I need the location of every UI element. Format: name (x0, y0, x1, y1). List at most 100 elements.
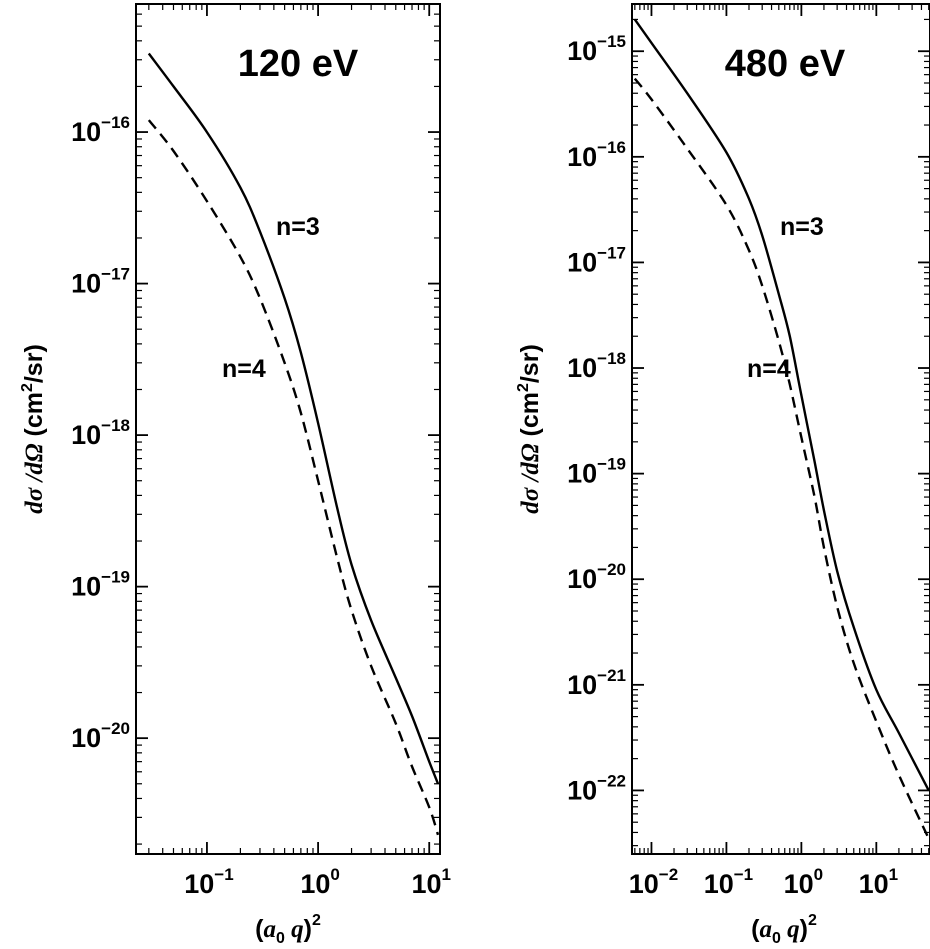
y-axis-label-unit-close: /sr) (20, 344, 48, 383)
y-tick-label-exp: −18 (101, 416, 130, 435)
x-axis-label-prefix: ( (751, 915, 760, 943)
panel-120ev: dσ /dΩ (cm2/sr) 10−1610−1710−1810−1910−2… (19, 3, 451, 947)
y-tick-label-base: 10 (71, 572, 101, 602)
y-tick-label: 10−19 (567, 455, 626, 489)
x-tick-label-base: 10 (704, 869, 734, 899)
y-tick-label: 10−19 (71, 568, 130, 602)
panel-title: 120 eV (238, 43, 359, 85)
series-n3-line (633, 18, 930, 791)
x-axis-label-var1: a (759, 916, 772, 943)
x-tick-label: 100 (300, 865, 340, 899)
y-tick-label: 10−16 (567, 138, 626, 172)
y-tick-label: 10−16 (71, 113, 130, 147)
x-tick-label-base: 10 (629, 869, 659, 899)
annotation-n4: n=4 (747, 355, 791, 383)
x-tick-label-exp: −1 (734, 865, 753, 884)
x-tick-label-base: 10 (859, 869, 889, 899)
y-axis-label-var: dσ /dΩ (517, 443, 544, 514)
x-tick-label-base: 10 (184, 869, 214, 899)
plot-area (147, 52, 440, 836)
y-axis-label: dσ /dΩ (cm2/sr) (515, 344, 544, 514)
y-tick-label-base: 10 (567, 459, 597, 489)
y-tick-label: 10−18 (71, 416, 130, 450)
y-tick-label-base: 10 (71, 117, 101, 147)
y-tick-label-exp: −19 (597, 455, 626, 474)
y-tick-label-exp: −18 (597, 349, 626, 368)
x-tick-label-base: 10 (784, 869, 814, 899)
panel-480ev: dσ /dΩ (cm2/sr) 10−1510−1610−1710−1810−1… (515, 3, 930, 947)
y-tick-label: 10−22 (567, 771, 626, 805)
y-axis-label-unit-close: /sr) (516, 344, 544, 383)
y-axis-label-unit-sup: 2 (19, 383, 36, 392)
series-n4-line (633, 77, 930, 840)
x-tick-label: 101 (411, 865, 451, 899)
y-tick-label-exp: −16 (597, 138, 626, 157)
y-tick-label-base: 10 (71, 420, 101, 450)
series-n3-line (147, 52, 440, 785)
x-ticks: 10−2 10−1 100 101 (629, 4, 930, 899)
x-axis-label-suffix: ) (800, 915, 808, 943)
x-tick-label: 10−2 (629, 865, 678, 899)
y-tick-label: 10−17 (71, 265, 130, 299)
x-axis-label-sub: 0 (276, 930, 285, 947)
y-axis-label: dσ /dΩ (cm2/sr) (19, 344, 48, 514)
x-axis-label-sup: 2 (808, 912, 817, 929)
y-tick-label-base: 10 (567, 564, 597, 594)
y-tick-label-base: 10 (71, 723, 101, 753)
y-tick-label-exp: −19 (101, 568, 130, 587)
plot-frame (631, 3, 930, 855)
y-tick-label-base: 10 (567, 142, 597, 172)
plot-frame (135, 3, 441, 855)
x-axis-label: (a0 q)2 (751, 912, 817, 947)
y-axis-label-var: dσ /dΩ (21, 443, 48, 514)
x-tick-label-exp: 0 (814, 865, 823, 884)
y-tick-label-exp: −22 (597, 771, 626, 790)
y-axis-label-unit-sup: 2 (515, 383, 532, 392)
x-tick-label-exp: −2 (659, 865, 678, 884)
plot-area (633, 18, 930, 840)
x-axis-label-sup: 2 (312, 912, 321, 929)
y-axis-label-unit-open: (cm (20, 392, 48, 443)
x-tick-label: 10−1 (704, 865, 753, 899)
annotation-n4: n=4 (222, 355, 266, 383)
y-tick-label-exp: −17 (101, 265, 130, 284)
y-tick-label: 10−18 (567, 349, 626, 383)
y-tick-label-base: 10 (567, 353, 597, 383)
x-tick-label-base: 10 (300, 869, 330, 899)
x-tick-label-base: 10 (411, 869, 441, 899)
x-tick-label-exp: 1 (442, 865, 451, 884)
x-tick-label: 10−1 (184, 865, 233, 899)
annotation-n3: n=3 (276, 213, 320, 241)
y-tick-label: 10−20 (567, 560, 626, 594)
y-tick-label-base: 10 (567, 36, 597, 66)
y-tick-label-base: 10 (567, 247, 597, 277)
y-tick-label-exp: −20 (101, 719, 130, 738)
y-tick-label-base: 10 (567, 670, 597, 700)
y-tick-label: 10−17 (567, 243, 626, 277)
y-axis-label-unit-open: (cm (516, 392, 544, 443)
y-tick-label-base: 10 (567, 775, 597, 805)
x-tick-label-exp: −1 (214, 865, 233, 884)
series-n4-line (147, 119, 440, 836)
y-tick-label-base: 10 (71, 269, 101, 299)
annotation-n3: n=3 (780, 213, 824, 241)
y-tick-label-exp: −20 (597, 560, 626, 579)
x-axis-label-var1: a (263, 916, 276, 943)
x-tick-label-exp: 0 (330, 865, 339, 884)
x-axis-label-suffix: ) (304, 915, 312, 943)
panel-title: 480 eV (725, 43, 846, 85)
x-ticks: 10−1 100 101 (148, 4, 451, 899)
y-tick-label: 10−21 (567, 666, 626, 700)
y-tick-label-exp: −21 (597, 666, 626, 685)
x-tick-label: 100 (784, 865, 824, 899)
x-tick-label-exp: 1 (889, 865, 898, 884)
x-axis-label-prefix: ( (255, 915, 264, 943)
x-axis-label-var2: q (285, 916, 304, 943)
y-tick-label-exp: −17 (597, 243, 626, 262)
y-tick-label: 10−20 (71, 719, 130, 753)
x-axis-label-sub: 0 (772, 930, 781, 947)
y-tick-label-exp: −15 (597, 32, 626, 51)
